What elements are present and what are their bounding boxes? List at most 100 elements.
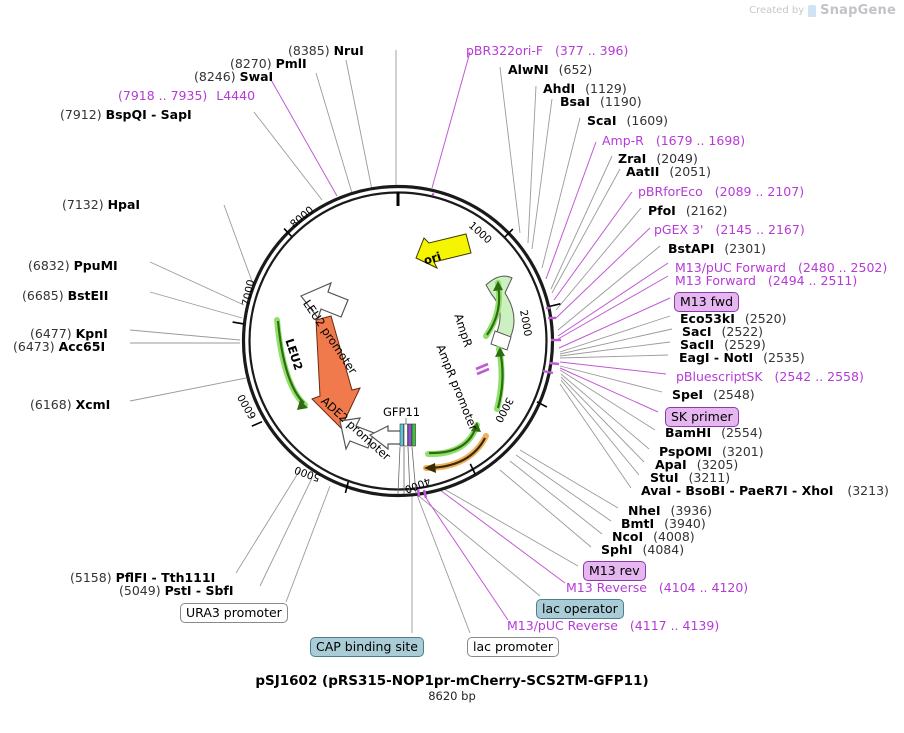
site-label-sphi: SphI (4084) <box>601 543 684 556</box>
feature-leu2-arrow <box>274 317 308 410</box>
primer-range: (1679 .. 1698) <box>655 133 746 148</box>
badge-cap-binding-site[interactable]: CAP binding site <box>310 637 424 657</box>
site-position: (3211) <box>688 470 731 485</box>
site-name: EagI - NotI <box>679 350 754 365</box>
site-name: Acc65I <box>58 339 106 354</box>
feature-leu2-promoter <box>300 281 349 320</box>
site-label-stui: StuI (3211) <box>650 471 730 484</box>
primer-range: (4104 .. 4120) <box>658 580 749 595</box>
site-label-ppumi: (6832) PpuMI <box>28 259 118 272</box>
primer-range: (2480 .. 2502) <box>797 260 888 275</box>
site-position: (6685) <box>22 288 64 303</box>
badge-ura3-promoter[interactable]: URA3 promoter <box>180 603 288 623</box>
site-position: (2301) <box>724 241 766 256</box>
site-label-scai: ScaI (1609) <box>587 114 668 127</box>
primer-range: (7918 .. 7935) <box>118 88 208 103</box>
site-name: StuI <box>650 470 679 485</box>
site-label-eco53ki: Eco53kI (2520) <box>680 312 786 325</box>
primer-name: pBR322ori-F <box>466 43 544 58</box>
site-position: (6832) <box>28 258 70 273</box>
site-position: (2554) <box>721 425 763 440</box>
primer-name: Amp-R <box>602 133 644 148</box>
feature-gfp11-stack <box>397 418 417 495</box>
site-name: BamHI <box>665 425 712 440</box>
badge-m13-rev[interactable]: M13 rev <box>583 561 646 581</box>
site-position: (3201) <box>722 444 764 459</box>
site-name: PpuMI <box>73 258 118 273</box>
site-position: (2522) <box>721 324 764 339</box>
site-label-sacii: SacII (2529) <box>680 338 766 351</box>
site-label-acc65i: (6473) Acc65I <box>13 340 105 353</box>
primer-range: (2494 .. 2511) <box>767 273 858 288</box>
snapgene-logo-icon <box>808 4 817 17</box>
site-position: (3205) <box>696 457 739 472</box>
site-name: BstAPI <box>668 241 715 256</box>
primer-name: pBRforEco <box>638 184 703 199</box>
leader-lines-purple <box>269 51 671 621</box>
site-name: AvaI - BsoBI - PaeR7I - XhoI <box>641 483 834 498</box>
site-position: (6168) <box>30 397 72 412</box>
site-label-psti-sbfi: (5049) PstI - SbfI <box>119 584 234 597</box>
site-label-pfoi: PfoI (2162) <box>648 204 727 217</box>
site-position: (4084) <box>642 542 685 557</box>
primer-label-m13-puc-reverse: M13/pUC Reverse (4117 .. 4139) <box>507 619 719 632</box>
site-position: (2162) <box>685 203 728 218</box>
site-name: NruI <box>333 43 364 58</box>
site-name: ZraI <box>618 151 647 166</box>
site-label-nrui: (8385) NruI <box>288 44 364 57</box>
badge-lac-operator[interactable]: lac operator <box>536 599 624 619</box>
badge-sk-primer[interactable]: SK primer <box>665 407 739 427</box>
badge-lac-promoter[interactable]: lac promoter <box>467 637 559 657</box>
primer-label-m13-puc-forward: M13/pUC Forward (2480 .. 2502) <box>675 261 887 274</box>
site-name: PmlI <box>275 56 307 71</box>
watermark-brand: SnapGene <box>820 3 896 18</box>
primer-name: M13/pUC Forward <box>675 260 786 275</box>
site-position: (6473) <box>13 339 55 354</box>
site-position: (2529) <box>724 337 766 352</box>
primer-label-m13-reverse: M13 Reverse (4104 .. 4120) <box>566 581 748 594</box>
snapgene-watermark: Created by SnapGene <box>749 3 896 18</box>
site-position: (3213) <box>847 483 889 498</box>
primer-name: M13 Forward <box>675 273 756 288</box>
site-position: (4008) <box>653 529 695 544</box>
scale-ticks <box>232 228 561 494</box>
site-name: HpaI <box>107 197 141 212</box>
site-position: (8246) <box>194 69 236 84</box>
site-position: (2520) <box>744 311 787 326</box>
site-position: (652) <box>558 62 593 77</box>
site-name: SacI <box>682 324 712 339</box>
site-name: PspOMI <box>659 444 713 459</box>
feature-ampr-promoter-arrow <box>483 280 503 339</box>
site-name: ApaI <box>655 457 687 472</box>
site-label-spei: SpeI (2548) <box>672 388 755 401</box>
feature-ori <box>415 233 472 270</box>
site-label-hpai: (7132) HpaI <box>62 198 140 211</box>
primer-label-m13-forward: M13 Forward (2494 .. 2511) <box>675 274 857 287</box>
site-label-bmti: BmtI (3940) <box>621 517 706 530</box>
badge-m13-fwd[interactable]: M13 fwd <box>674 292 740 312</box>
site-name: AhdI <box>543 81 576 96</box>
site-position: (3936) <box>670 503 713 518</box>
site-position: (2051) <box>669 164 711 179</box>
site-label-saci: SacI (2522) <box>682 325 763 338</box>
site-label-avai-bsobi-paer7i-xhoi: AvaI - BsoBI - PaeR7I - XhoI (3213) <box>641 484 889 497</box>
primer-label-pbr322ori-f: pBR322ori-F (377 .. 396) <box>466 44 628 57</box>
site-label-ahdi: AhdI (1129) <box>543 82 627 95</box>
site-position: (7912) <box>60 107 102 122</box>
feature-ampr-gene-arrow <box>475 346 505 412</box>
site-label-bsai: BsaI (1190) <box>560 95 642 108</box>
site-position: (1190) <box>600 94 642 109</box>
primer-range: (2089 .. 2107) <box>714 184 805 199</box>
primer-label-l4440: (7918 .. 7935) L4440 <box>118 89 255 102</box>
primer-name: L4440 <box>216 88 256 103</box>
primer-label-pbrforeco: pBRforEco (2089 .. 2107) <box>638 185 804 198</box>
primer-name: pBluescriptSK <box>676 369 763 384</box>
primer-range: (377 .. 396) <box>555 43 629 58</box>
site-name: SwaI <box>239 69 274 84</box>
primer-range: (4117 .. 4139) <box>629 618 720 633</box>
site-label-bspqi-sapi: (7912) BspQI - SapI <box>60 108 192 121</box>
site-name: KpnI <box>75 326 108 341</box>
site-label-xcmi: (6168) XcmI <box>30 398 110 411</box>
